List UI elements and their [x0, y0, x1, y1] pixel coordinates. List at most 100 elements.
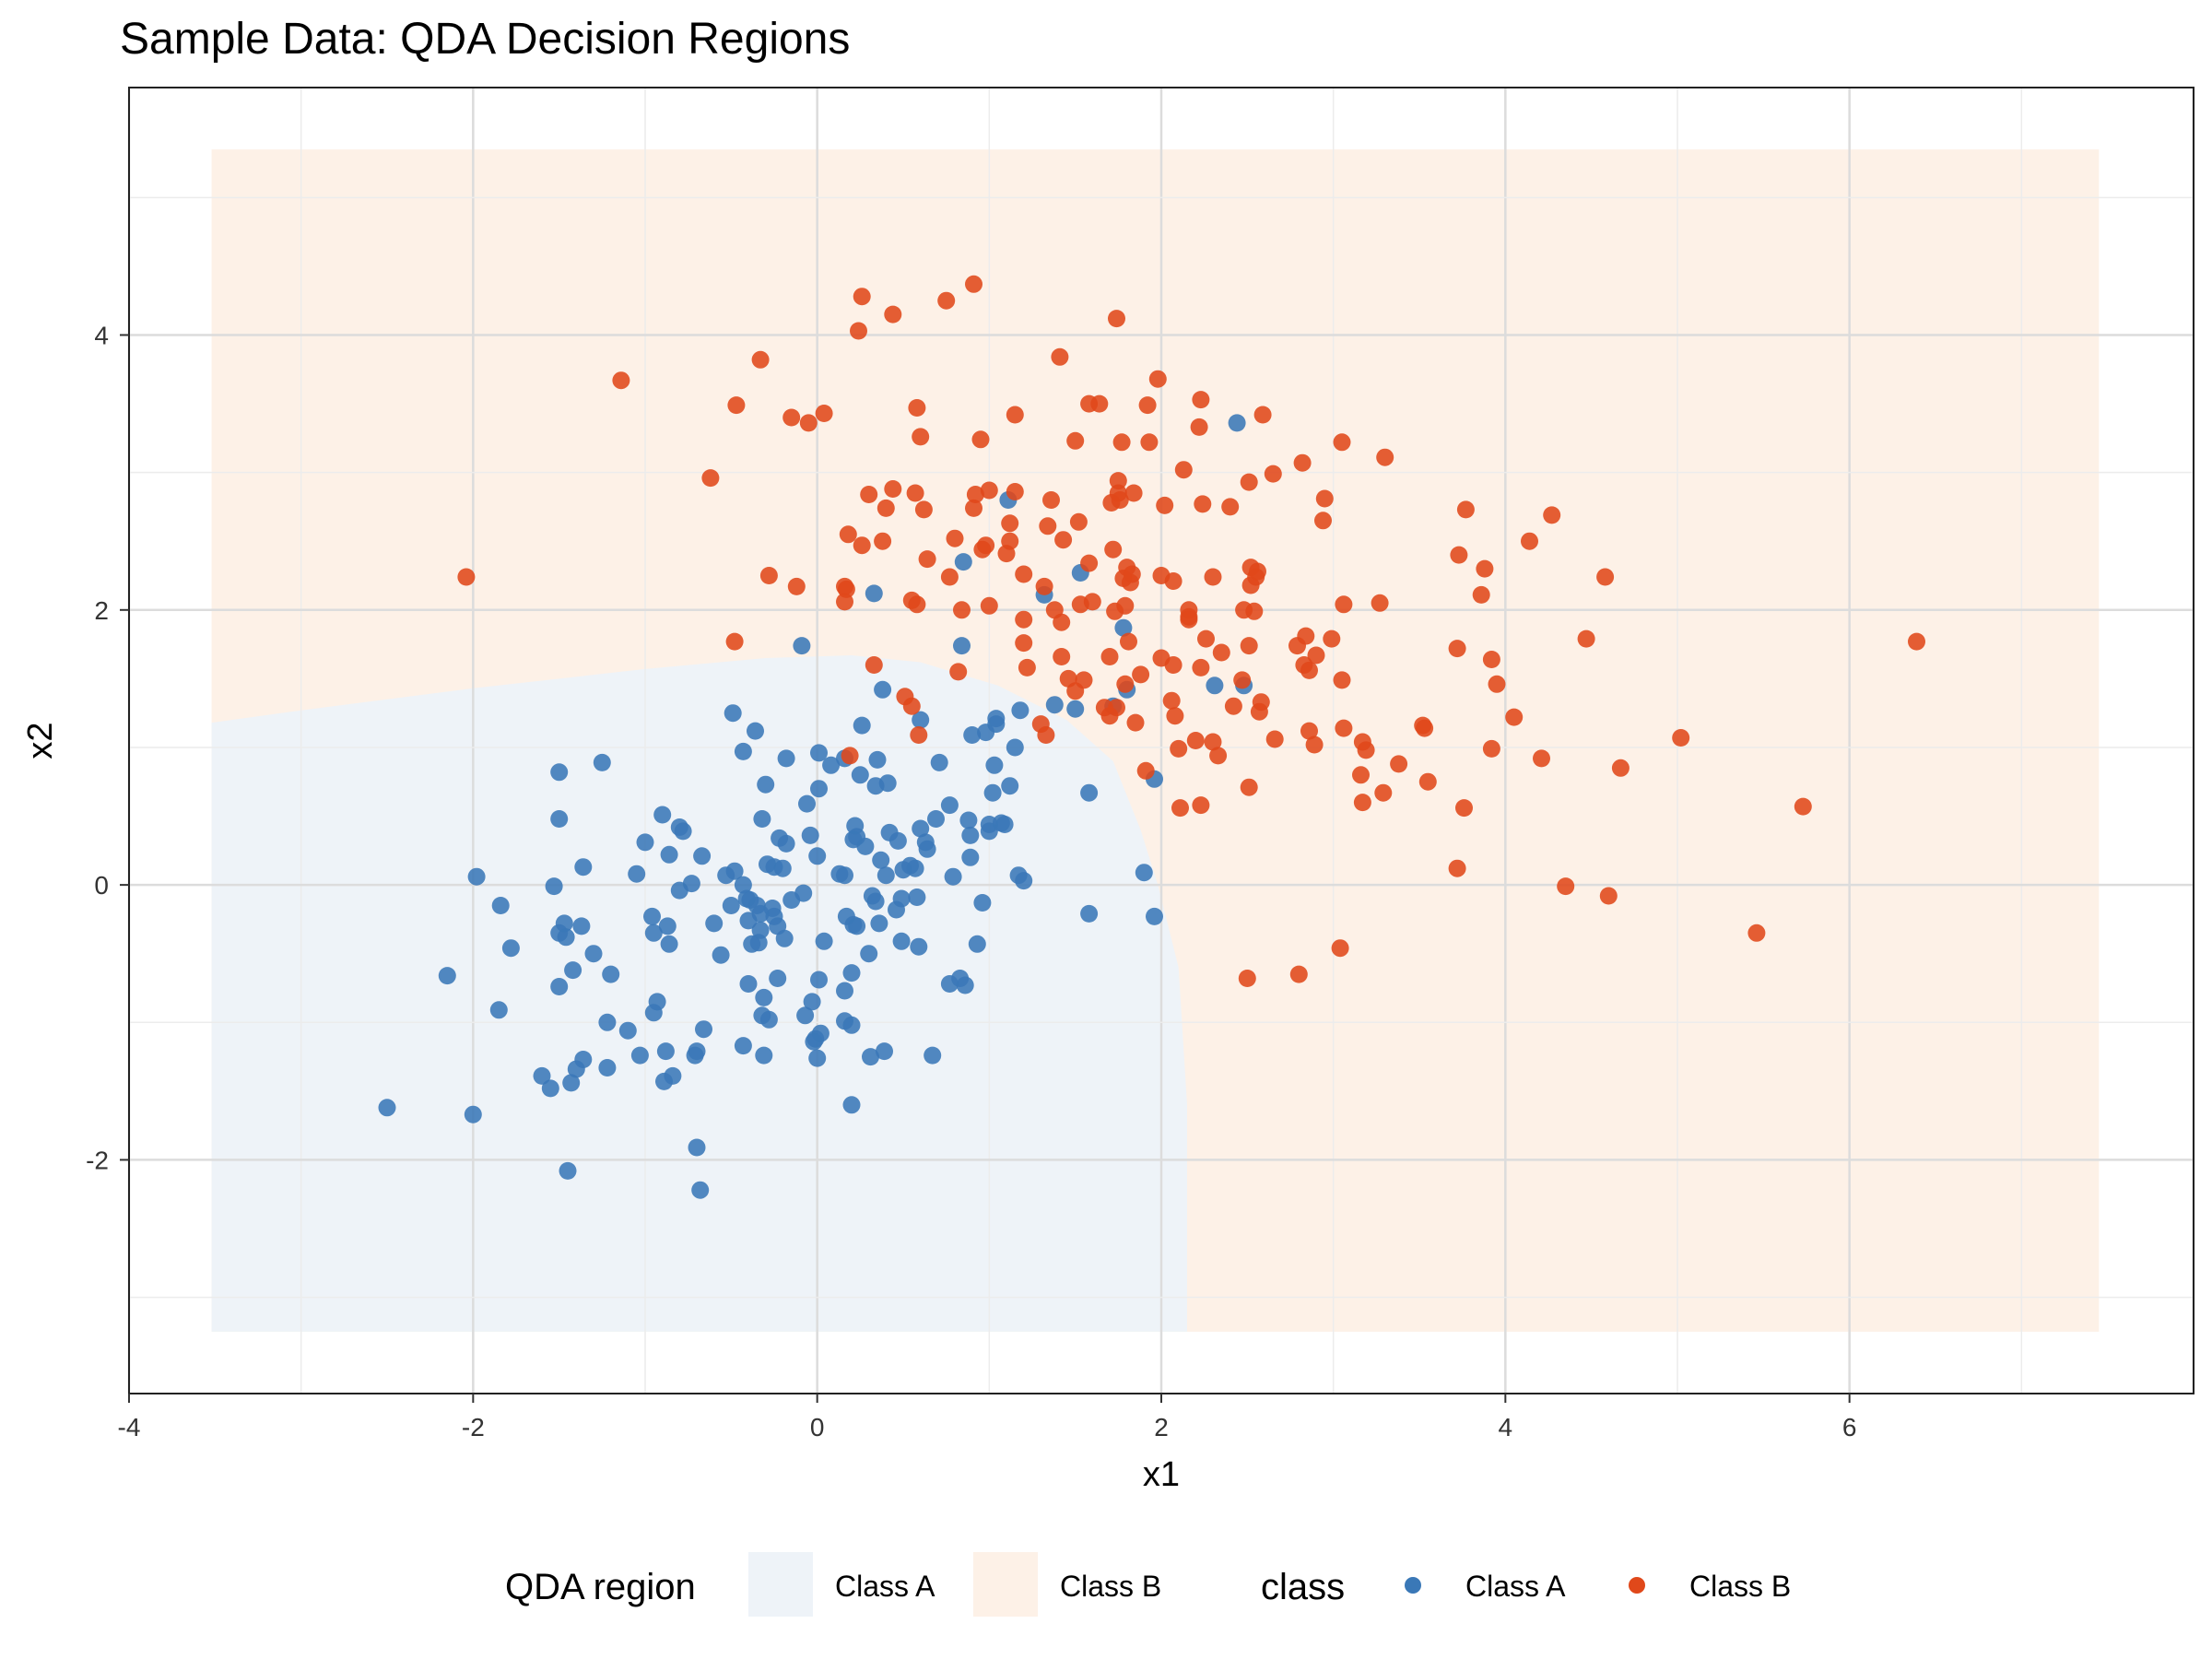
- point-class-b: [1140, 433, 1159, 452]
- point-class-a: [810, 744, 828, 762]
- point-class-b: [1476, 559, 1494, 578]
- point-class-a: [491, 897, 510, 914]
- point-class-b: [1233, 671, 1252, 689]
- point-class-a: [777, 834, 795, 853]
- point-class-a: [557, 928, 575, 947]
- point-class-b: [1293, 453, 1312, 472]
- point-class-a: [602, 965, 620, 983]
- point-class-b: [884, 480, 902, 498]
- point-class-a: [794, 884, 813, 902]
- point-class-b: [1164, 656, 1182, 674]
- point-class-a: [734, 876, 752, 894]
- point-class-a: [541, 1079, 559, 1098]
- point-class-b: [1174, 461, 1193, 479]
- point-class-b: [850, 322, 867, 340]
- point-class-a: [618, 1021, 637, 1040]
- point-class-b: [1006, 483, 1024, 500]
- point-class-a: [734, 742, 752, 760]
- point-class-b: [914, 500, 933, 519]
- x-axis-label: x1: [1143, 1455, 1180, 1494]
- x-tick-label: -4: [118, 1413, 141, 1441]
- point-class-b: [1170, 739, 1188, 758]
- point-class-b: [1037, 726, 1055, 744]
- point-class-b: [759, 567, 778, 584]
- point-class-a: [550, 810, 569, 828]
- point-class-a: [1135, 864, 1153, 882]
- point-class-b: [1069, 512, 1088, 531]
- point-class-a: [712, 946, 730, 964]
- point-class-a: [842, 1016, 861, 1034]
- point-class-a: [983, 783, 1002, 802]
- point-class-b: [1240, 637, 1258, 655]
- point-class-a: [757, 775, 775, 794]
- point-class-a: [1206, 677, 1224, 695]
- point-class-a: [866, 892, 885, 911]
- legend: QDA region Class A Class B class Class A…: [505, 1552, 1791, 1617]
- point-class-b: [971, 430, 990, 449]
- point-class-b: [1557, 877, 1575, 896]
- point-class-a: [870, 914, 888, 933]
- point-class-a: [769, 970, 787, 987]
- point-class-a: [688, 1042, 706, 1061]
- point-class-a: [755, 988, 773, 1006]
- point-class-a: [1001, 777, 1019, 795]
- point-class-a: [753, 810, 771, 828]
- point-class-b: [965, 275, 982, 293]
- point-class-a: [489, 1001, 508, 1019]
- point-class-b: [1124, 484, 1143, 502]
- point-class-b: [1794, 797, 1812, 816]
- point-class-b: [1224, 697, 1242, 715]
- point-class-b: [1416, 719, 1434, 737]
- point-class-b: [1015, 610, 1033, 629]
- point-class-a: [846, 817, 865, 835]
- point-class-a: [648, 993, 666, 1011]
- point-class-a: [912, 819, 930, 838]
- point-class-a: [944, 867, 962, 886]
- point-class-a: [868, 750, 887, 769]
- point-class-b: [940, 568, 959, 586]
- point-class-a: [856, 837, 875, 855]
- point-class-b: [815, 405, 833, 422]
- point-class-b: [1482, 739, 1500, 758]
- y-tick-label: -2: [86, 1146, 109, 1174]
- point-class-a: [777, 749, 795, 768]
- point-class-b: [1357, 741, 1375, 759]
- point-class-b: [853, 288, 871, 306]
- point-class-b: [1448, 640, 1466, 658]
- point-class-b: [912, 428, 930, 446]
- point-class-b: [1035, 577, 1053, 595]
- legend-region-b-swatch: [973, 1552, 1038, 1617]
- point-class-b: [946, 529, 964, 547]
- point-class-b: [1126, 713, 1145, 732]
- point-class-b: [799, 414, 818, 432]
- point-class-a: [695, 1020, 712, 1039]
- point-class-a: [643, 907, 661, 925]
- chart-title: Sample Data: QDA Decision Regions: [120, 15, 850, 64]
- point-class-a: [961, 848, 980, 866]
- point-class-b: [1116, 675, 1135, 693]
- point-class-b: [1112, 433, 1131, 452]
- point-class-a: [759, 1010, 778, 1029]
- point-class-b: [1204, 733, 1222, 751]
- point-class-a: [985, 756, 1004, 774]
- point-class-b: [1015, 565, 1033, 583]
- point-class-b: [1039, 517, 1057, 535]
- point-class-a: [628, 865, 646, 883]
- point-class-b: [1051, 347, 1069, 366]
- point-class-b: [1111, 491, 1129, 509]
- point-class-b: [1171, 799, 1189, 818]
- point-class-b: [1240, 778, 1258, 796]
- point-class-a: [995, 816, 1014, 833]
- point-class-b: [701, 469, 720, 488]
- point-class-a: [653, 806, 672, 824]
- point-class-a: [438, 967, 456, 985]
- point-class-b: [1162, 691, 1181, 710]
- point-class-a: [918, 840, 936, 858]
- point-class-b: [1042, 491, 1060, 509]
- point-class-b: [865, 656, 883, 674]
- x-tick-label: 0: [810, 1413, 825, 1441]
- point-class-b: [1138, 396, 1157, 415]
- point-class-b: [751, 350, 770, 369]
- point-class-b: [1418, 772, 1437, 791]
- point-class-b: [1018, 658, 1036, 677]
